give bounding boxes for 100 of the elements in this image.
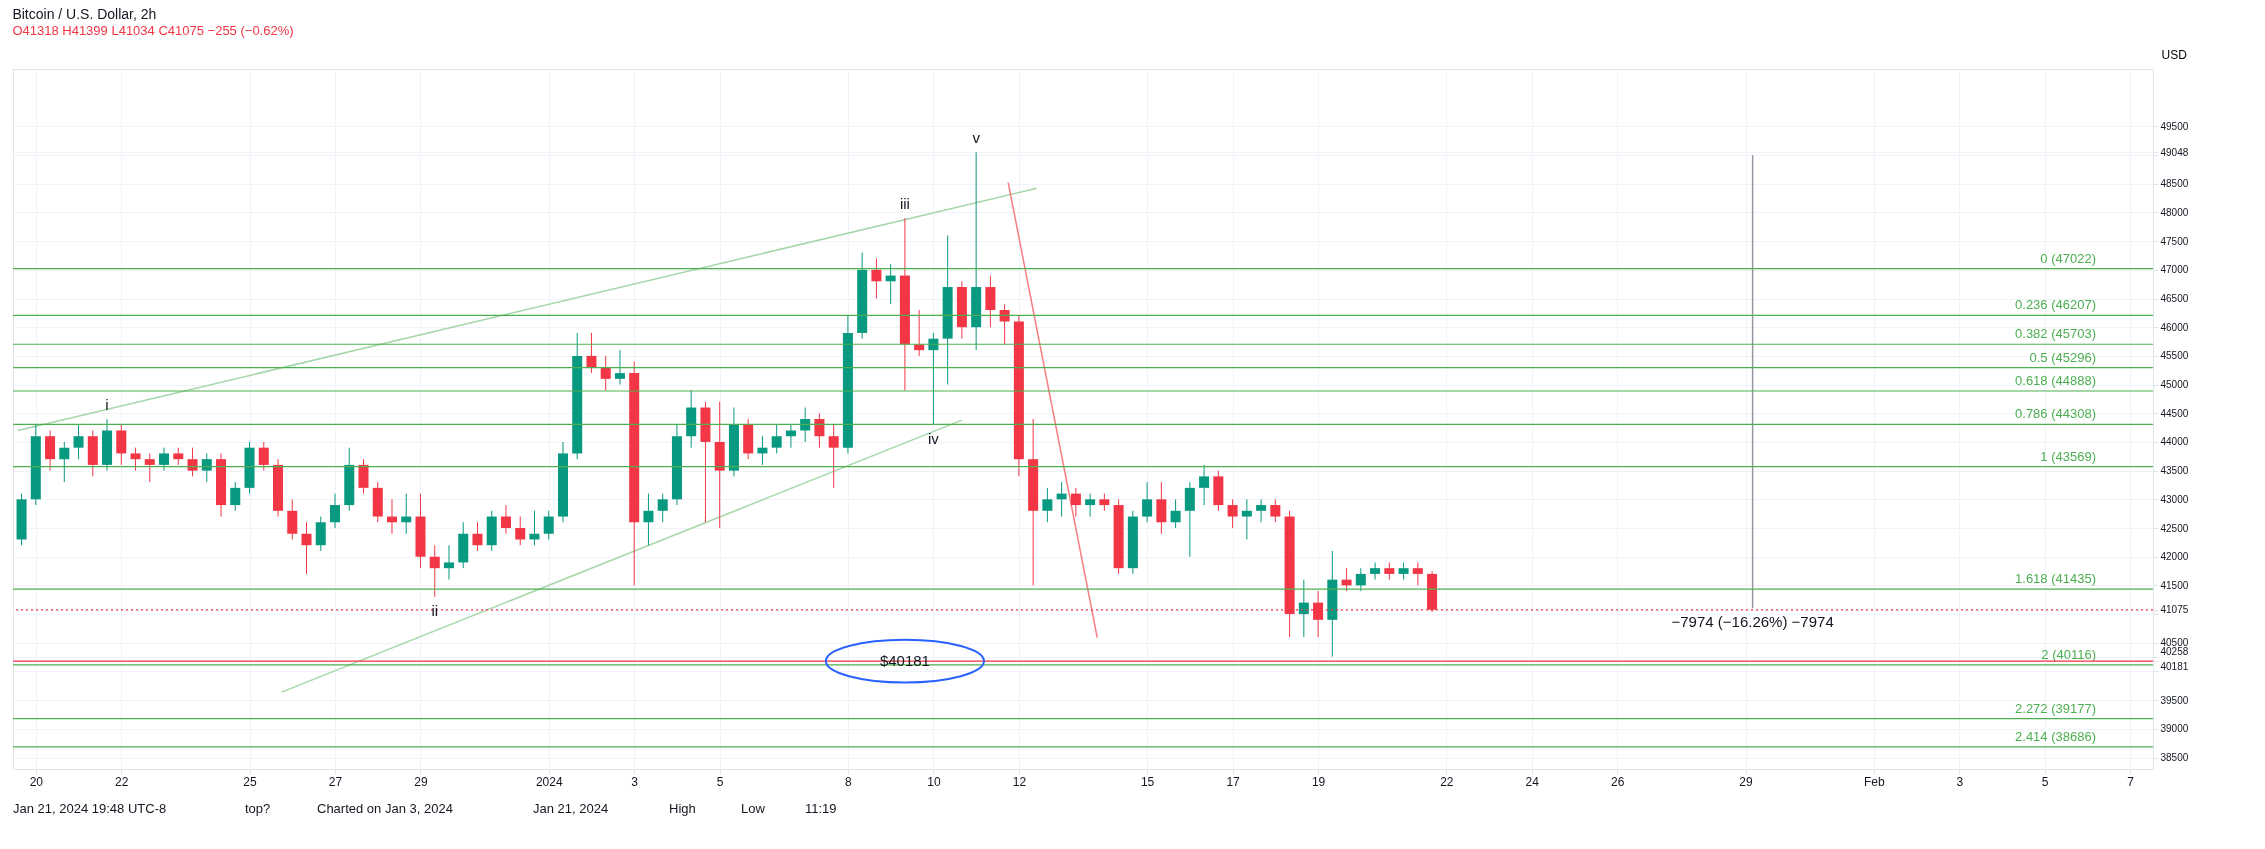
x-tick-label: 26 [1611,774,1625,789]
chart-subtitle: O41318 H41399 L41034 C41075 −255 (−0.62%) [12,23,294,38]
x-tick-label: 2024 [535,774,563,789]
candlestick [600,355,611,391]
y-axis-title: USD [2161,47,2188,62]
candlestick [1227,498,1238,529]
y-tick-label: 41075 [2160,604,2189,616]
y-tick-label: 40258 [2160,646,2189,658]
y-tick-label: 42000 [2160,551,2189,563]
candlestick [871,257,882,300]
candlestick [1199,464,1210,506]
candlestick [1085,493,1096,518]
candlestick [1070,487,1081,518]
y-tick-label: 44000 [2160,436,2189,448]
y-tick-label: 44500 [2160,407,2189,419]
candlestick [1298,579,1309,638]
candlestick [59,441,70,483]
y-tick-label: 45000 [2160,379,2189,391]
text: Jan 21, 2024 [533,801,609,816]
y-tick-label: 40500 [2160,637,2189,649]
candlestick [201,452,212,483]
text: 11:19 [805,801,837,816]
x-tick-label: 29 [414,774,428,789]
y-tick-label: 46500 [2160,293,2189,305]
candlestick [1241,498,1252,540]
candlestick [73,424,84,460]
y-tick-label: 48000 [2160,206,2189,218]
candlestick [657,493,668,523]
candlestick [515,516,526,546]
y-tick-label: 47000 [2160,264,2189,276]
ref-line-label: 1 (43569) [2040,448,2096,464]
x-tick-label: 8 [845,774,853,789]
candlestick [330,493,341,529]
candlestick [500,504,511,535]
candlestick [1170,498,1181,529]
text: Low [741,801,766,816]
annotation: iii [899,195,910,213]
candlestick [985,275,996,328]
y-tick-label: 43500 [2160,465,2189,477]
ref-line-label: 0.786 (44308) [2015,406,2096,422]
y-tick-label: 47500 [2160,235,2189,247]
x-tick-label: 22 [115,774,129,789]
candlestick [258,441,269,472]
candlestick [1042,487,1053,523]
annotation: i [105,396,109,413]
candlestick [1142,481,1153,523]
y-tick-label: 42500 [2160,522,2189,534]
chart-title: Bitcoin / U.S. Dollar, 2h [12,6,157,22]
candlestick [287,498,298,540]
candlestick [301,521,312,575]
candlestick [159,447,170,472]
x-tick-label: 5 [716,774,724,789]
candlestick [358,458,369,495]
y-tick-label: 38500 [2160,752,2189,764]
text: top? [245,801,271,816]
ref-line-label: 1.618 (41435) [2015,571,2096,587]
candlestick [472,521,483,552]
candlestick [586,332,597,374]
candlestick [771,424,782,454]
y-tick-label: 43000 [2160,493,2189,505]
text: Jan 21, 2024 19:48 UTC-8 [13,801,167,816]
x-tick-label: 5 [2041,774,2049,789]
ref-line-label: 2 (40116) [2041,646,2096,662]
candlestick [130,447,141,472]
candlestick [443,544,454,581]
y-tick-label: 39500 [2160,694,2189,706]
x-tick-label: 29 [1739,774,1753,789]
candlestick [144,452,155,483]
candlestick [828,424,839,489]
x-tick-label: 3 [1956,774,1964,789]
annotation: −7974 (−16.26%) −7974 [1671,613,1834,631]
text: High [669,801,696,816]
annotation: v [972,129,981,147]
x-tick-label: 17 [1226,774,1241,789]
ref-line-label: 0.618 (44888) [2015,373,2096,388]
candlestick [1370,561,1381,581]
x-tick-label: 22 [1440,774,1454,789]
y-tick-label: 49500 [2160,120,2189,132]
candlestick [116,424,127,466]
candlestick [230,481,241,512]
candlestick [643,493,654,546]
x-tick-label: 25 [243,774,258,789]
candlestick [1184,481,1195,558]
x-tick-label: 3 [631,774,639,789]
candlestick [45,429,56,472]
x-tick-label: 15 [1140,774,1155,789]
y-tick-label: 45500 [2160,350,2189,362]
annotation: iv [927,429,940,447]
ref-line-label: 0.5 (45296) [2029,349,2096,365]
x-tick-label: 19 [1311,774,1326,789]
ref-line-label: 0 (47022) [2040,250,2096,266]
candlestick [785,424,796,449]
candlestick [1355,567,1366,592]
x-tick-label: 7 [2127,774,2135,789]
x-tick-label: 12 [1012,774,1027,789]
candlestick [187,447,198,477]
candlestick [543,510,554,540]
x-tick-label: 20 [29,774,44,789]
candlestick [429,544,440,598]
candlestick [1156,481,1167,535]
